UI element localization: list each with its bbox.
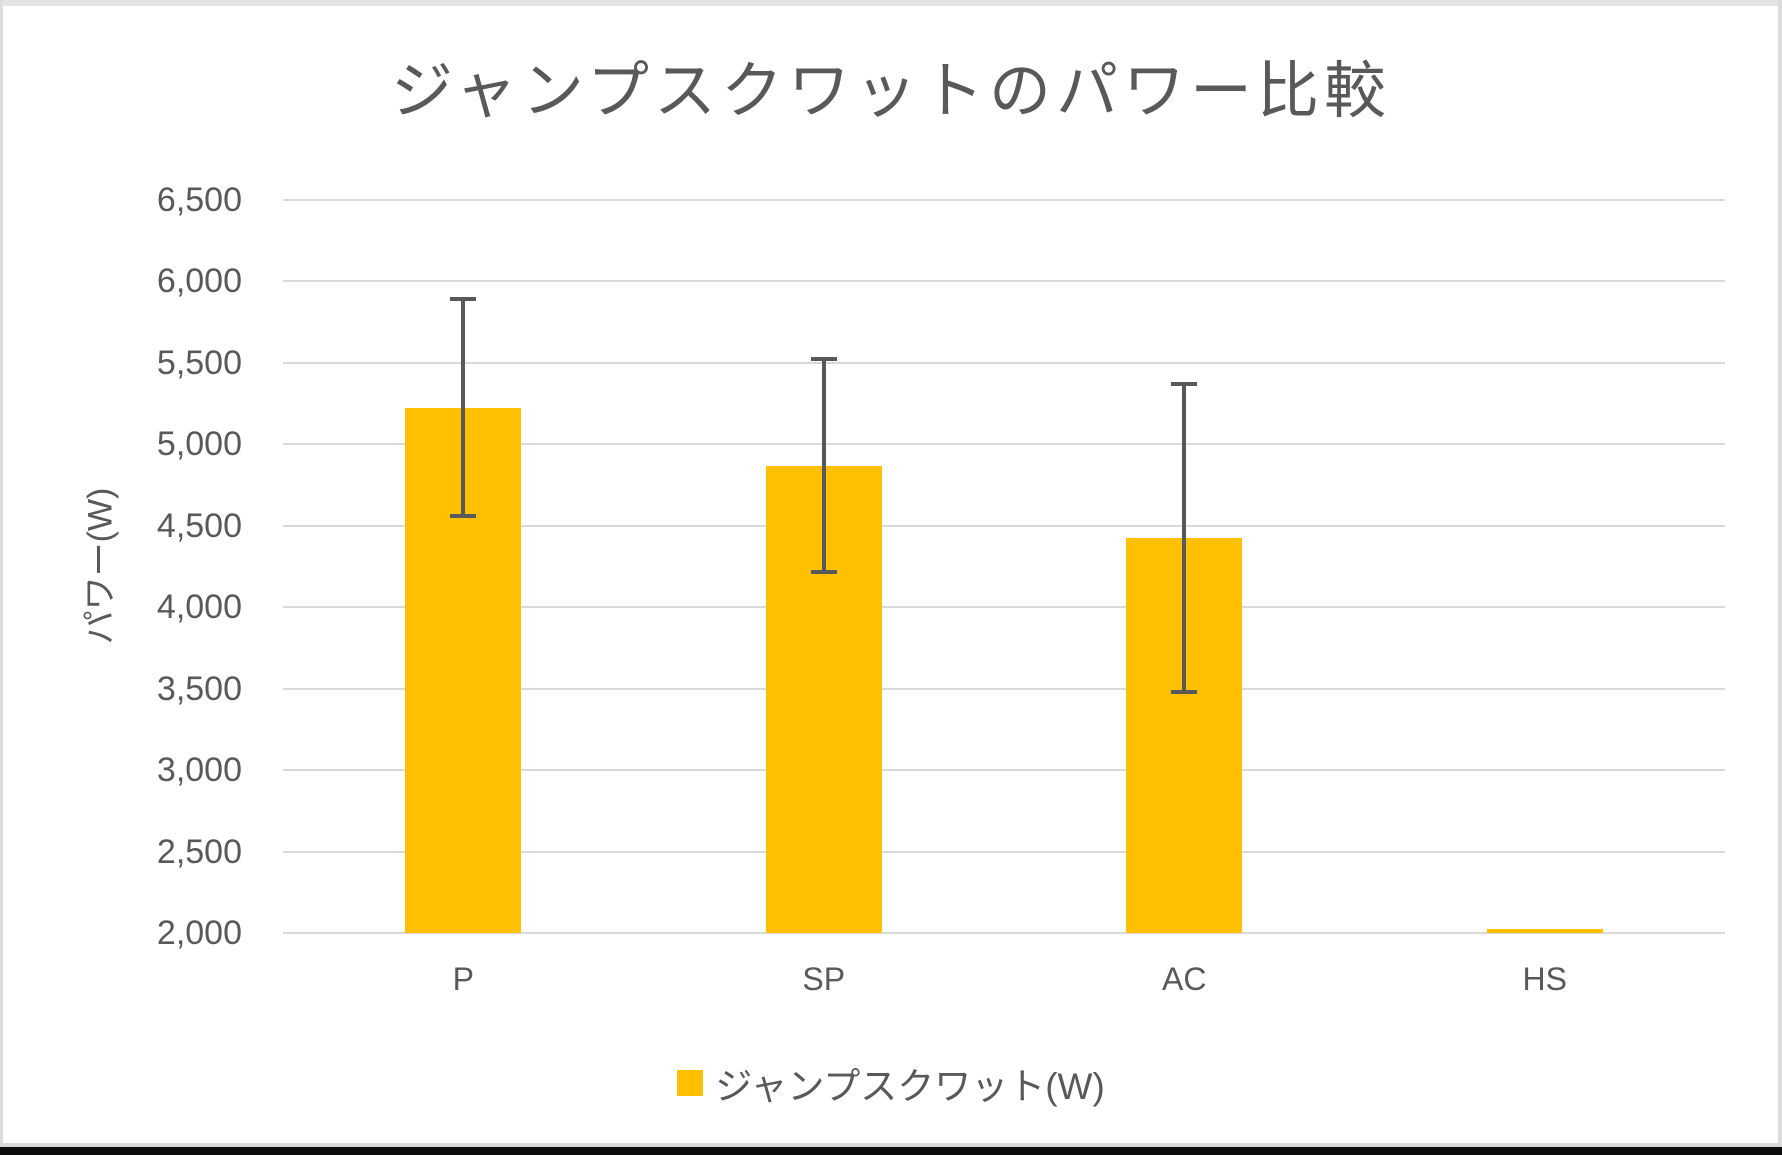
error-bar-cap xyxy=(810,570,837,575)
error-bar-cap xyxy=(450,297,477,302)
y-tick-label: 4,500 xyxy=(156,506,242,545)
error-bar-ac xyxy=(1182,384,1187,692)
gridline xyxy=(283,606,1725,609)
gridline xyxy=(283,280,1725,283)
error-bar-cap xyxy=(1171,382,1198,387)
gridline xyxy=(283,850,1725,853)
bar-hs[interactable] xyxy=(1486,929,1603,933)
error-bar-sp xyxy=(821,358,826,573)
error-bar-cap xyxy=(1171,689,1198,694)
window-left-border xyxy=(0,0,3,1155)
y-tick-label: 2,500 xyxy=(156,832,242,871)
y-tick-label: 6,500 xyxy=(156,181,242,219)
y-tick-label: 3,000 xyxy=(156,751,242,790)
window-top-strip xyxy=(0,0,1782,6)
y-tick-label: 3,500 xyxy=(156,669,242,708)
x-tick-label-ac: AC xyxy=(1162,961,1207,997)
gridline xyxy=(283,769,1725,772)
y-tick-label: 5,500 xyxy=(156,343,242,382)
x-axis-line xyxy=(283,932,1725,934)
y-tick-label: 4,000 xyxy=(156,588,242,627)
window-bottom-strip xyxy=(0,1143,1782,1147)
legend-swatch-icon xyxy=(677,1070,704,1096)
legend[interactable]: ジャンプスクワット(W) xyxy=(0,1056,1782,1110)
gridline xyxy=(283,443,1725,446)
gridline xyxy=(283,199,1725,201)
gridline xyxy=(283,524,1725,527)
window-bottom-bar xyxy=(0,1147,1782,1155)
legend-series-label: ジャンプスクワット(W) xyxy=(715,1066,1105,1107)
x-tick-label-sp: SP xyxy=(802,961,846,997)
x-tick-label-hs: HS xyxy=(1522,961,1567,997)
error-bar-cap xyxy=(450,514,477,518)
chart-title: ジャンプスクワットのパワー比較 xyxy=(390,57,1392,126)
gridline xyxy=(283,361,1725,364)
y-tick-label: 5,000 xyxy=(156,425,242,464)
y-tick-label: 2,000 xyxy=(156,914,242,952)
window-right-border xyxy=(1778,0,1782,1155)
error-bar-cap xyxy=(810,356,837,361)
y-tick-label: 6,000 xyxy=(156,262,242,301)
gridline xyxy=(283,687,1725,690)
x-tick-label-p: P xyxy=(452,961,474,997)
error-bar-p xyxy=(461,299,466,516)
